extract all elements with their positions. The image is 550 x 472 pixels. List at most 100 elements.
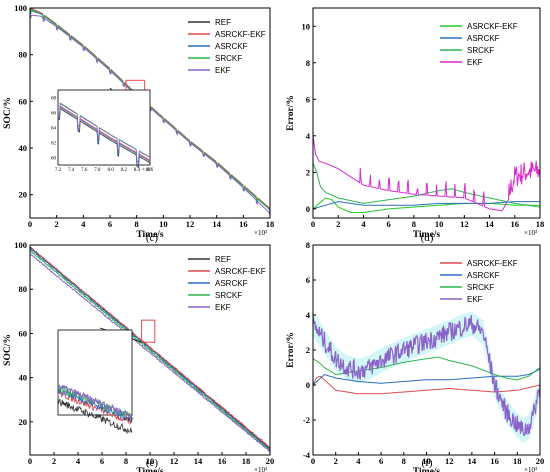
y-tick-label: 8 xyxy=(306,240,310,250)
inset-x-tick-label: 8.4 xyxy=(134,168,141,173)
inset-exponent-label: ×10³ xyxy=(142,167,152,173)
inset-y-tick-label: 68 xyxy=(51,97,57,102)
panel-caption: (f) xyxy=(422,457,433,469)
y-axis-label: SOC/% xyxy=(3,334,13,366)
inset-series-line xyxy=(57,105,151,166)
legend-label: EKF xyxy=(215,303,231,312)
x-tick-label: 10 xyxy=(422,456,431,466)
series-asrckf-line xyxy=(313,201,540,210)
legend-label: ASRCKF-EKF xyxy=(215,30,266,39)
x-exponent-label: ×10³ xyxy=(254,229,267,237)
series-srckf-line xyxy=(30,250,270,452)
inset-x-tick-label: 8.0 xyxy=(107,168,114,173)
x-tick-label: 2 xyxy=(336,219,340,229)
x-tick-label: 2 xyxy=(52,456,56,466)
x-tick-label: 12 xyxy=(170,456,179,466)
panel-c: 0 2 4 6 8 10 12 14 16 1820406080100Time/sSOC/%×10… xyxy=(3,3,274,244)
panel-caption: (d) xyxy=(421,232,434,244)
x-tick-label: 8 xyxy=(124,456,128,466)
y-tick-label: 40 xyxy=(19,143,28,153)
y-tick-label: 40 xyxy=(19,373,28,383)
legend-label: SRCKF xyxy=(467,46,494,55)
legend-label: SRCKF xyxy=(467,283,494,292)
y-tick-label: 2 xyxy=(306,345,310,355)
x-tick-label: 10 xyxy=(146,456,155,466)
x-tick-label: 4 xyxy=(361,219,366,229)
inset-x-tick-label: 8.6 xyxy=(147,168,154,173)
series-srckf-line xyxy=(313,163,540,208)
inset-x-tick-label: 8.2 xyxy=(121,168,128,173)
legend-label: ASRCKF-EKF xyxy=(215,267,266,276)
y-tick-label: 2 xyxy=(306,167,310,177)
x-tick-label: 4 xyxy=(81,219,86,229)
x-exponent-label: ×10³ xyxy=(524,229,537,237)
y-tick-label: 0 xyxy=(306,380,310,390)
y-tick-label: 60 xyxy=(19,328,28,338)
series-asrckf-ekf-line xyxy=(30,247,270,448)
series-asrckf-ekf-line xyxy=(313,197,540,213)
x-tick-label: 18 xyxy=(513,456,522,466)
x-tick-label: 14 xyxy=(212,219,221,229)
inset-x-tick-label: 7.2 xyxy=(55,168,62,173)
x-tick-label: 10 xyxy=(435,219,444,229)
x-axis-label: Time/s xyxy=(413,467,441,472)
inset-x-tick-label: 7.8 xyxy=(94,168,101,173)
x-tick-label: 6 xyxy=(108,219,112,229)
y-tick-label: 60 xyxy=(19,96,28,106)
legend-label: REF xyxy=(215,255,231,264)
plot-area xyxy=(313,315,540,437)
inset-series-line xyxy=(57,103,151,163)
y-tick-label: 0 xyxy=(306,204,310,214)
panel-caption: (e) xyxy=(146,457,159,469)
x-axis-label: Time/s xyxy=(136,467,164,472)
plot-frame xyxy=(29,7,271,219)
x-tick-label: 20 xyxy=(266,456,275,466)
legend-label: SRCKF xyxy=(215,291,242,300)
inset-series-line xyxy=(57,108,151,169)
y-tick-label: 6 xyxy=(306,275,310,285)
x-tick-label: 16 xyxy=(218,456,227,466)
panel-caption: (c) xyxy=(146,232,159,244)
y-tick-label: 4 xyxy=(306,310,311,320)
ekf-band xyxy=(313,311,540,443)
y-tick-label: -4 xyxy=(303,450,311,460)
plot-area xyxy=(313,135,540,213)
x-tick-label: 8 xyxy=(412,219,416,229)
y-tick-label: 100 xyxy=(14,3,27,13)
x-tick-label: 16 xyxy=(511,219,520,229)
inset-x-tick-label: 7.6 xyxy=(81,168,88,173)
y-tick-label: 8 xyxy=(306,58,310,68)
legend-label: ASRCKF xyxy=(467,271,500,280)
x-exponent-label: ×10³ xyxy=(524,466,537,472)
x-tick-label: 18 xyxy=(536,219,545,229)
x-tick-label: 10 xyxy=(159,219,168,229)
x-tick-label: 18 xyxy=(242,456,251,466)
y-tick-label: 20 xyxy=(19,190,28,200)
x-tick-label: 4 xyxy=(76,456,81,466)
y-axis-label: Error/% xyxy=(286,332,296,368)
inset-y-tick-label: 60 xyxy=(51,157,57,162)
series-ekf-line xyxy=(313,135,540,212)
inset-y-tick-label: 66 xyxy=(51,112,57,117)
panel-e: 0 2 4 6 8 10 12 14 16 18 20 20 40 60 80 100 Time/s SOC/% ×… xyxy=(3,240,274,472)
x-tick-label: 6 xyxy=(100,456,104,466)
series-srckf-line xyxy=(313,356,540,381)
legend-label: EKF xyxy=(215,66,231,75)
y-tick-label: 80 xyxy=(19,50,28,60)
y-tick-label: 10 xyxy=(302,21,311,31)
plot-area xyxy=(30,246,270,453)
y-tick-label: 4 xyxy=(306,131,311,141)
x-tick-label: 16 xyxy=(239,219,248,229)
legend-label: ASRCKF xyxy=(215,42,248,51)
x-tick-label: 0 xyxy=(28,219,32,229)
x-tick-label: 14 xyxy=(485,219,494,229)
series-asrckf-line xyxy=(30,247,270,450)
x-tick-label: 0 xyxy=(311,219,315,229)
y-tick-label: 100 xyxy=(14,240,27,250)
x-tick-label: 16 xyxy=(490,456,499,466)
y-axis-label: Error/% xyxy=(286,95,296,131)
series-asrckf-ekf-line xyxy=(313,375,540,395)
x-tick-label: 0 xyxy=(311,456,315,466)
x-tick-label: 6 xyxy=(379,456,383,466)
